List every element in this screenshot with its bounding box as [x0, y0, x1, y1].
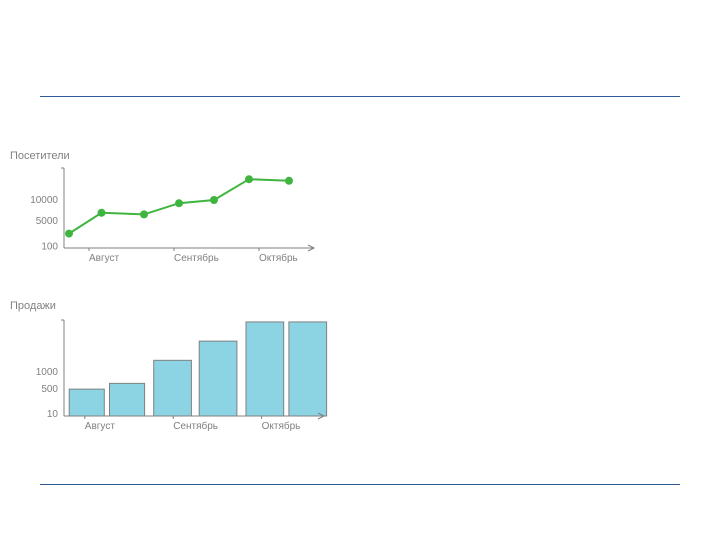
divider-bottom [40, 484, 680, 485]
x-tick-label: Август [85, 421, 116, 432]
sales-chart-title: Продажи [10, 300, 330, 312]
y-tick-label: 10 [47, 409, 59, 420]
visitors-point [140, 210, 148, 218]
visitors-point [285, 177, 293, 185]
sales-bar [199, 341, 237, 416]
x-tick-label: Август [89, 253, 120, 264]
visitors-point [98, 209, 106, 217]
y-tick-label: 10000 [30, 195, 58, 206]
y-tick-label: 100 [41, 241, 58, 252]
visitors-chart-title: Посетители [10, 150, 330, 162]
x-tick-label: Сентябрь [174, 252, 219, 264]
visitors-point [245, 175, 253, 183]
visitors-point [65, 230, 73, 238]
x-tick-label: Октябрь [262, 420, 301, 432]
sales-bar [110, 383, 145, 416]
sales-bar [69, 389, 104, 416]
divider-top [40, 96, 680, 97]
y-tick-label: 1000 [36, 367, 59, 378]
sales-chart-svg: 10 500 1000 Август Сентябрь Октябрь [10, 314, 330, 434]
visitors-chart: Посетители 100 5000 10000 Август Сентябрь Окт… [10, 150, 330, 264]
y-tick-label: 500 [41, 384, 58, 395]
sales-bar [289, 322, 327, 416]
y-tick-label: 5000 [36, 216, 59, 227]
visitors-point [175, 199, 183, 207]
sales-bar [246, 322, 284, 416]
x-tick-label: Сентябрь [173, 420, 218, 432]
visitors-chart-svg: 100 5000 10000 Август Сентябрь Октябрь [10, 164, 330, 264]
sales-chart: Продажи 10 500 1000 Август Сентябрь Октябрь [10, 300, 330, 434]
page: Посетители 100 5000 10000 Август Сентябрь Окт… [0, 0, 720, 540]
x-tick-label: Октябрь [259, 252, 298, 264]
sales-bar [154, 360, 192, 416]
visitors-point [210, 196, 218, 204]
